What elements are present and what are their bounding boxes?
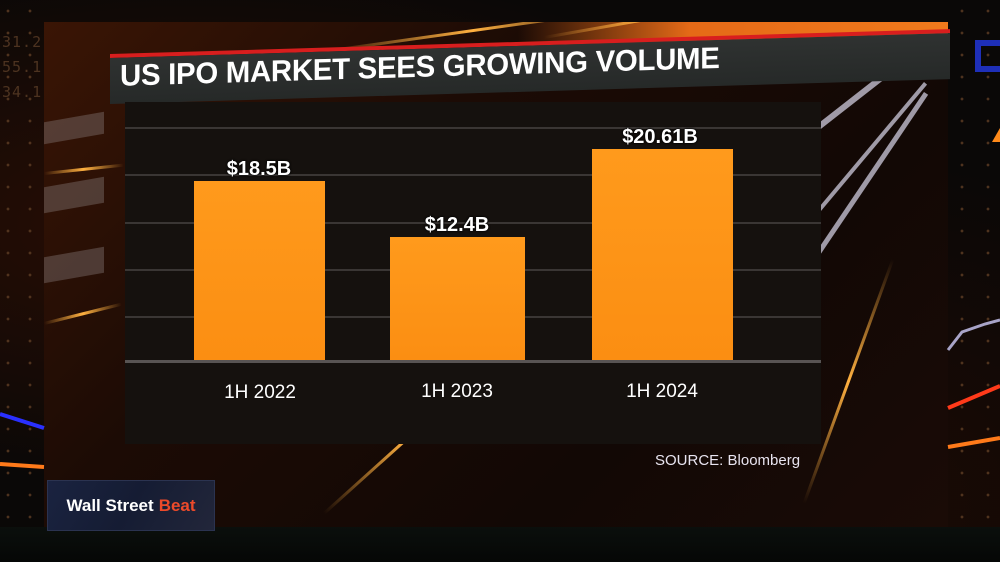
show-name-accent: Beat: [158, 495, 196, 515]
x-axis-baseline: [125, 360, 821, 363]
show-name-bug: Wall Street Beat: [47, 480, 215, 531]
orange-triangle-graphic: [992, 128, 1000, 142]
bar-1h-2024: [592, 149, 733, 361]
line-graph-decor-icon: [946, 318, 1000, 449]
led-dot-column: [6, 0, 10, 562]
gridline: [125, 222, 821, 224]
led-dot-column: [960, 0, 964, 562]
gridline: [125, 174, 821, 176]
decor-stripe: [44, 176, 104, 214]
decor-stripe: [44, 246, 104, 284]
decor-stripe: [44, 111, 104, 145]
led-dot-column: [28, 0, 32, 562]
bar-1h-2023: [390, 237, 525, 361]
x-tick-label: 1H 2023: [421, 381, 493, 402]
light-line-decor-icon: [0, 412, 45, 469]
x-tick-label: 1H 2022: [224, 382, 296, 403]
bar-1h-2022: [194, 181, 325, 361]
studio-floor: [0, 527, 1000, 562]
value-label: $18.5B: [226, 158, 292, 180]
value-label: $12.4B: [424, 214, 490, 236]
led-dot-column: [986, 0, 990, 562]
light-streak: [44, 163, 124, 175]
gridline: [125, 127, 821, 129]
value-label: $20.61B: [622, 126, 698, 148]
blue-bracket-graphic: [975, 40, 1000, 72]
source-credit: SOURCE: Bloomberg: [655, 452, 801, 469]
light-streak: [44, 302, 122, 325]
show-name-primary: Wall Street: [66, 495, 154, 515]
x-tick-label: 1H 2024: [626, 381, 698, 402]
chart-panel: $18.5B $12.4B $20.61B 1H 2022 1H 2023 1H…: [125, 102, 821, 444]
